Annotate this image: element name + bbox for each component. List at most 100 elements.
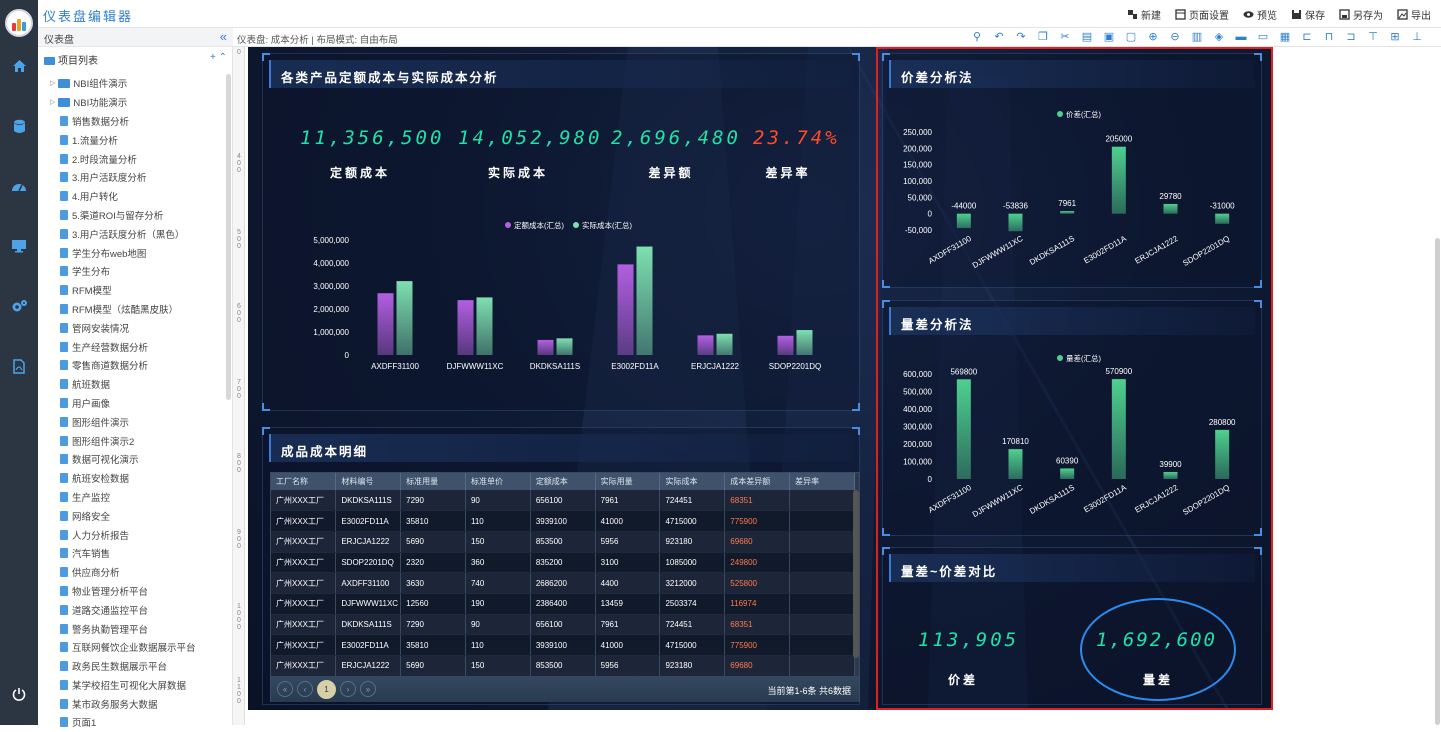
- bar[interactable]: [1111, 379, 1126, 479]
- tree-item[interactable]: 互联网餐饮企业数据展示平台: [38, 638, 224, 657]
- align-center-icon[interactable]: ⊓: [1324, 31, 1334, 43]
- zoom-in-icon[interactable]: ⊕: [1148, 31, 1158, 43]
- unlock-icon[interactable]: ▢: [1125, 31, 1137, 43]
- tree-item[interactable]: 4.用户转化: [38, 187, 224, 206]
- bar[interactable]: [716, 333, 733, 355]
- column-header[interactable]: 实际用量: [595, 473, 661, 490]
- power-icon[interactable]: [0, 684, 38, 704]
- bar[interactable]: [1111, 146, 1126, 214]
- tree-item[interactable]: 2.时段流量分析: [38, 149, 224, 168]
- bar[interactable]: [1215, 429, 1230, 479]
- dashboard-icon[interactable]: [0, 176, 38, 196]
- next-page-button[interactable]: ›: [340, 681, 356, 697]
- tree-item[interactable]: 用户画像: [38, 394, 224, 413]
- bar[interactable]: [956, 379, 971, 479]
- align-middle-icon[interactable]: ⊞: [1390, 31, 1400, 43]
- project-actions[interactable]: + ⌃: [210, 52, 227, 63]
- tree-item[interactable]: 3.用户活跃度分析（黑色）: [38, 224, 224, 243]
- table-scrollbar[interactable]: [853, 490, 859, 658]
- tree-item[interactable]: 生产经营数据分析: [38, 337, 224, 356]
- group-icon[interactable]: ▦: [1279, 31, 1291, 43]
- current-page-button[interactable]: 1: [317, 679, 336, 699]
- cut-icon[interactable]: ✂: [1060, 31, 1070, 43]
- chart-legend[interactable]: 价差(汇总): [1057, 109, 1101, 119]
- table-row[interactable]: 广州XXX工厂 AXDFF31100 3630 740 2686200 4400 32120…: [271, 572, 855, 594]
- tree-item[interactable]: 图形组件演示: [38, 412, 224, 431]
- bar[interactable]: [556, 338, 573, 355]
- bar[interactable]: [1060, 468, 1075, 479]
- pdf-icon[interactable]: [0, 356, 38, 376]
- bar[interactable]: [377, 293, 394, 355]
- tree-item[interactable]: 汽车销售: [38, 544, 224, 563]
- chart-legend[interactable]: 量差(汇总): [1057, 353, 1101, 363]
- bar[interactable]: [1163, 472, 1178, 479]
- tree-item[interactable]: 人力分析报告: [38, 525, 224, 544]
- save-button[interactable]: 保存: [1291, 7, 1325, 22]
- link-icon[interactable]: ⚲: [972, 31, 982, 43]
- tree-item[interactable]: 某市政务服务大数据: [38, 694, 224, 713]
- save-as-button[interactable]: 另存为: [1339, 7, 1383, 22]
- column-header[interactable]: 标准用量: [400, 473, 466, 490]
- tree-item[interactable]: 数据可视化演示: [38, 450, 224, 469]
- table-row[interactable]: 广州XXX工厂 DKDKSA111S 7290 90 656100 7961 724451 6…: [271, 614, 855, 636]
- monitor-icon[interactable]: [0, 236, 38, 256]
- send-back-icon[interactable]: ▭: [1257, 31, 1269, 43]
- align-left-icon[interactable]: ⊏: [1302, 31, 1312, 43]
- tree-item[interactable]: 页面1: [38, 713, 224, 732]
- bar[interactable]: [617, 264, 634, 355]
- undo-icon[interactable]: ↶: [994, 31, 1004, 43]
- new-button[interactable]: 新建: [1127, 7, 1161, 22]
- column-header[interactable]: 成本差异额: [724, 473, 791, 490]
- lock-icon[interactable]: ▣: [1103, 31, 1115, 43]
- database-icon[interactable]: [0, 116, 38, 136]
- tree-item[interactable]: 某学校招生可视化大屏数据: [38, 676, 224, 695]
- bar[interactable]: [697, 335, 714, 355]
- bar[interactable]: [1060, 211, 1075, 214]
- table-row[interactable]: 广州XXX工厂 DKDKSA111S 7290 90 656100 7961 724451 6…: [271, 490, 855, 512]
- bar[interactable]: [636, 246, 653, 355]
- table-row[interactable]: 广州XXX工厂 E3002FD11A 35810 110 3939100 41000 471…: [271, 510, 855, 532]
- layer-icon[interactable]: ◈: [1214, 31, 1224, 43]
- tree-item[interactable]: 零售商道数据分析: [38, 356, 224, 375]
- bar[interactable]: [777, 335, 794, 355]
- tree-item[interactable]: RFM模型: [38, 281, 224, 300]
- align-top-icon[interactable]: ⊤: [1368, 31, 1378, 43]
- tree-item[interactable]: 1.流量分析: [38, 130, 224, 149]
- preview-button[interactable]: 预览: [1243, 7, 1277, 22]
- settings-icon[interactable]: [0, 296, 38, 316]
- paste-icon[interactable]: ▤: [1081, 31, 1093, 43]
- bar[interactable]: [1215, 213, 1230, 224]
- table-row[interactable]: 广州XXX工厂 E3002FD11A 35810 110 3939100 41000 471…: [271, 634, 855, 656]
- column-header[interactable]: 工厂名称: [271, 473, 337, 490]
- tree-item[interactable]: 供应商分析: [38, 563, 224, 582]
- tree-item[interactable]: 警务执勤管理平台: [38, 619, 224, 638]
- tree-item[interactable]: RFM模型（炫酷黑皮肤）: [38, 300, 224, 319]
- home-icon[interactable]: [0, 56, 38, 76]
- export-button[interactable]: 导出: [1397, 7, 1431, 22]
- column-header[interactable]: 差异率: [789, 473, 855, 490]
- bar[interactable]: [1008, 449, 1023, 479]
- copy-icon[interactable]: ❐: [1038, 31, 1048, 43]
- tree-item[interactable]: 航班安检数据: [38, 469, 224, 488]
- zoom-out-icon[interactable]: ⊖: [1170, 31, 1180, 43]
- tree-item[interactable]: 管网安装情况: [38, 318, 224, 337]
- tree-item[interactable]: 物业管理分析平台: [38, 582, 224, 601]
- tree-item[interactable]: 5.渠道ROI与留存分析: [38, 206, 224, 225]
- bar[interactable]: [537, 339, 554, 355]
- chart-legend[interactable]: 定额成本(汇总) 实际成本(汇总): [505, 220, 632, 230]
- tree-item[interactable]: 学生分布: [38, 262, 224, 281]
- tree-item[interactable]: 道路交通监控平台: [38, 600, 224, 619]
- tree-item[interactable]: 网络安全: [38, 506, 224, 525]
- sidebar-scrollbar[interactable]: [226, 74, 231, 400]
- price-diff-panel[interactable]: 价差分析法: [882, 53, 1262, 288]
- tree-item[interactable]: 图形组件演示2: [38, 431, 224, 450]
- bar[interactable]: [457, 300, 474, 355]
- delete-icon[interactable]: ▥: [1191, 31, 1203, 43]
- table-row[interactable]: 广州XXX工厂 ERJCJA1222 5690 150 853500 5956 923180…: [271, 655, 855, 677]
- tree-folder[interactable]: ▷ NBI组件演示: [38, 74, 224, 93]
- qty-diff-panel[interactable]: 量差分析法: [882, 300, 1262, 536]
- tree-folder[interactable]: ▷ NBI功能演示: [38, 93, 224, 112]
- tree-item[interactable]: 销售数据分析: [38, 112, 224, 131]
- bar[interactable]: [1163, 203, 1178, 214]
- column-header[interactable]: 实际成本: [659, 473, 726, 490]
